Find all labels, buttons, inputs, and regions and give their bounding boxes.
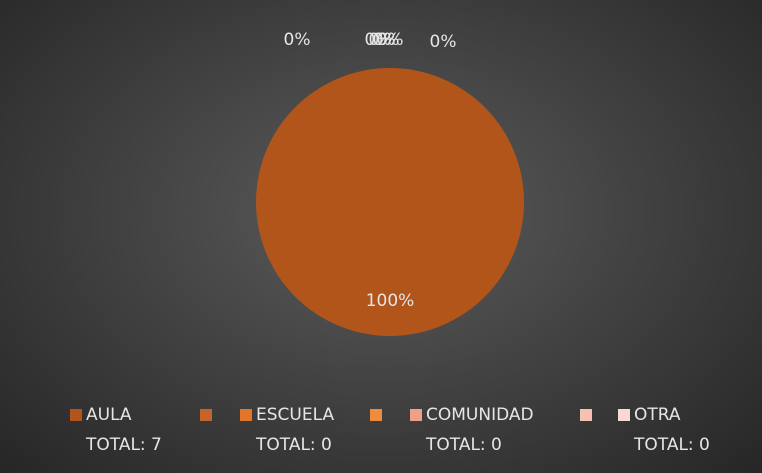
data-label: 100% (366, 291, 415, 311)
legend-label: ESCUELA TOTAL: 0 (256, 405, 335, 455)
legend-item: AULA TOTAL: 7 (70, 400, 186, 460)
data-label: 0% (369, 30, 396, 50)
legend-item (200, 400, 216, 421)
legend-item: COMUNIDAD TOTAL: 0 (410, 400, 546, 460)
legend-swatch (410, 409, 422, 421)
legend-label: OTRA TOTAL: 0 (634, 405, 710, 455)
legend-item: OTRA TOTAL: 0 (618, 400, 734, 460)
legend-item (580, 400, 596, 421)
legend-item (370, 400, 386, 421)
data-label: 0% (430, 32, 457, 52)
data-label: 0% (373, 30, 400, 50)
data-label: 0% (377, 30, 404, 50)
data-label: 0% (284, 30, 311, 50)
pie-slice (256, 68, 524, 336)
legend-swatch (240, 409, 252, 421)
legend-swatch (370, 409, 382, 421)
legend-swatch (70, 409, 82, 421)
legend-item: ESCUELA TOTAL: 0 (240, 400, 356, 460)
data-label: 0% (365, 30, 392, 50)
legend-label: AULA TOTAL: 7 (86, 405, 162, 455)
legend-swatch (200, 409, 212, 421)
legend-label: COMUNIDAD TOTAL: 0 (426, 405, 534, 455)
legend-swatch (580, 409, 592, 421)
legend-swatch (618, 409, 630, 421)
